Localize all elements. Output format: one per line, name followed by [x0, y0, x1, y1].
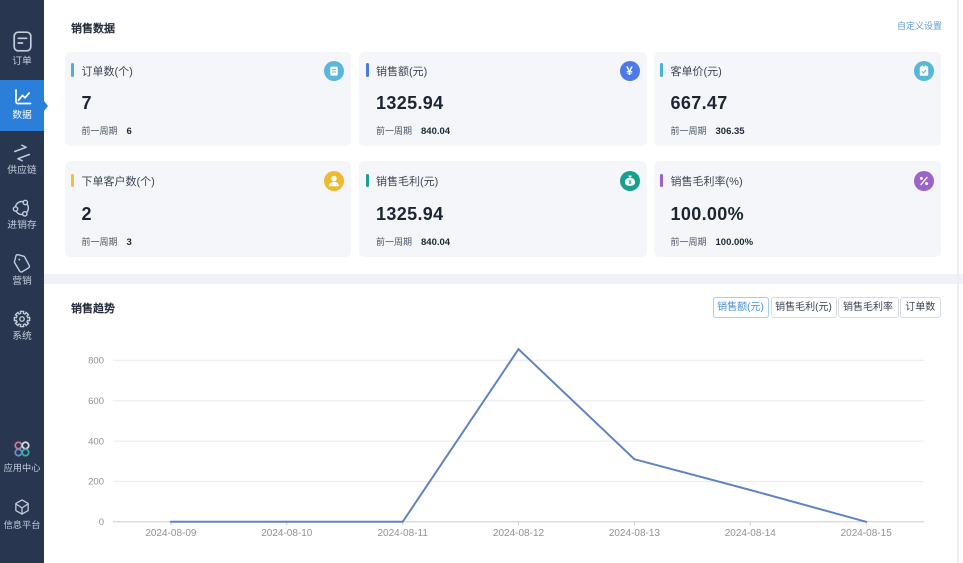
svg-text:2024-08-09: 2024-08-09 — [145, 528, 197, 539]
svg-text:400: 400 — [88, 436, 104, 447]
svg-text:¥: ¥ — [628, 180, 632, 186]
svg-text:600: 600 — [88, 396, 104, 407]
svg-text:200: 200 — [88, 477, 104, 488]
svg-text:0: 0 — [99, 517, 104, 528]
svg-text:2024-08-14: 2024-08-14 — [725, 528, 777, 539]
svg-text:800: 800 — [88, 356, 104, 367]
svg-text:2024-08-15: 2024-08-15 — [841, 528, 893, 539]
svg-text:2024-08-11: 2024-08-11 — [377, 528, 428, 539]
svg-text:2024-08-10: 2024-08-10 — [261, 528, 313, 539]
svg-text:2024-08-13: 2024-08-13 — [609, 528, 661, 539]
svg-text:2024-08-12: 2024-08-12 — [493, 528, 545, 539]
